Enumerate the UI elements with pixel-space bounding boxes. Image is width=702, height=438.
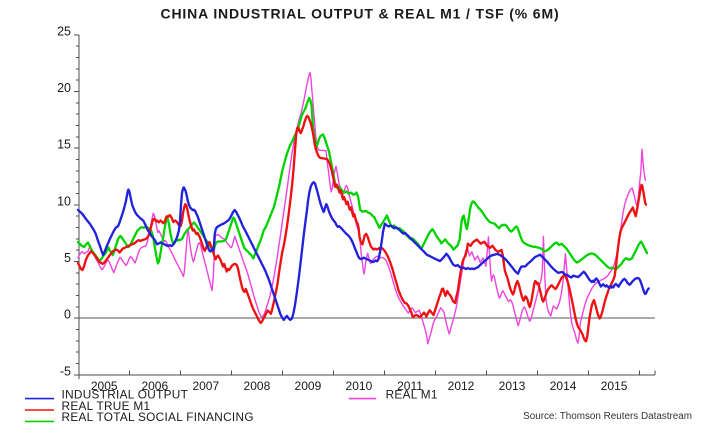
svg-text:REAL M1: REAL M1 <box>386 387 438 401</box>
svg-text:2008: 2008 <box>244 379 271 393</box>
svg-text:2010: 2010 <box>346 379 373 393</box>
svg-text:2013: 2013 <box>499 379 526 393</box>
svg-text:REAL TRUE M1: REAL TRUE M1 <box>62 399 151 413</box>
svg-text:CHINA INDUSTRIAL OUTPUT & REAL: CHINA INDUSTRIAL OUTPUT & REAL M1 / TSF … <box>161 6 560 22</box>
svg-text:2009: 2009 <box>295 379 322 393</box>
svg-text:2015: 2015 <box>601 379 628 393</box>
svg-text:2012: 2012 <box>448 379 475 393</box>
svg-text:2011: 2011 <box>397 379 423 393</box>
svg-text:REAL TOTAL SOCIAL FINANCING: REAL TOTAL SOCIAL FINANCING <box>62 410 254 424</box>
svg-text:2007: 2007 <box>192 379 219 393</box>
svg-text:5: 5 <box>64 251 71 265</box>
svg-text:2006: 2006 <box>141 379 168 393</box>
svg-text:-5: -5 <box>60 364 71 378</box>
svg-text:2005: 2005 <box>91 379 118 393</box>
svg-text:15: 15 <box>57 138 71 152</box>
svg-text:20: 20 <box>57 81 71 95</box>
svg-text:25: 25 <box>57 24 71 38</box>
svg-text:2014: 2014 <box>550 379 577 393</box>
svg-text:Source: Thomson Reuters Datast: Source: Thomson Reuters Datastream <box>523 411 692 422</box>
svg-text:0: 0 <box>64 308 71 322</box>
svg-text:INDUSTRIAL OUTPUT: INDUSTRIAL OUTPUT <box>62 387 189 401</box>
svg-text:10: 10 <box>57 194 71 208</box>
